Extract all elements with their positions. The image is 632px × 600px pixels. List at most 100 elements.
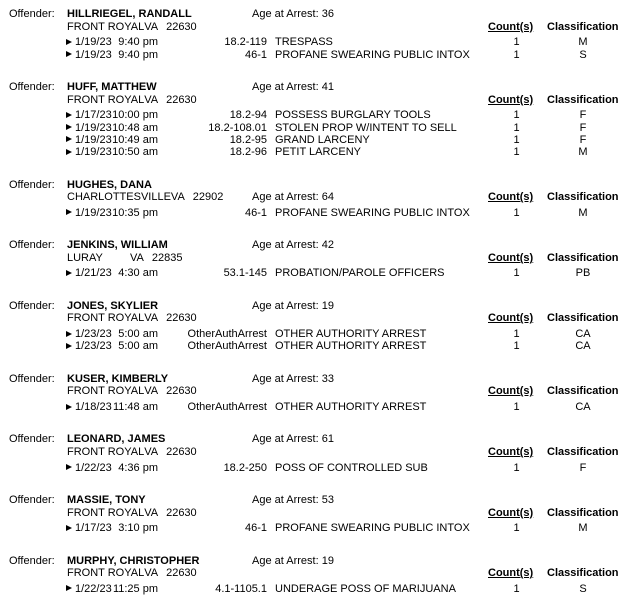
offender-name: HUFF, MATTHEW [67, 80, 157, 93]
offender-address: FRONT ROYALVA 22630 [67, 385, 197, 397]
classification-column-header: Classification [547, 20, 619, 33]
arrest-record-row: 1/19/23 10:50 am 18.2-96 PETIT LARCENY 1… [0, 146, 632, 158]
record-arrest-time: 9:40 pm [118, 36, 158, 49]
record-count: 1 [513, 133, 520, 146]
record-arrest-time: 4:36 pm [118, 461, 158, 474]
counts-column-header: Count(s) [488, 20, 534, 33]
record-offense-description: PROFANE SWEARING PUBLIC INTOX [275, 206, 470, 219]
arrest-record-row: 1/23/23 5:00 am OtherAuthArrest OTHER AU… [0, 328, 632, 340]
offender-address: FRONT ROYALVA 22630 [67, 21, 197, 33]
offender-zip: 22630 [166, 567, 197, 580]
record-marker-icon [66, 585, 72, 592]
record-offense-description: POSS OF CONTROLLED SUB [275, 461, 428, 474]
record-count: 1 [513, 401, 520, 414]
record-count: 1 [513, 267, 520, 280]
record-statute-code: 53.1-145 [223, 267, 267, 280]
record-statute-code: 18.2-250 [223, 461, 267, 474]
record-classification: F [579, 109, 587, 122]
offender-city: CHARLOTTESVILLE [67, 191, 171, 204]
record-arrest-time: 10:00 pm [112, 109, 158, 122]
record-classification: F [579, 461, 587, 474]
record-arrest-time: 3:10 pm [118, 522, 158, 535]
offender-block: Offender: JONES, SKYLIER Age at Arrest: … [0, 300, 632, 353]
offender-zip: 22630 [166, 312, 197, 325]
offender-address: LURAY VA 22835 [67, 252, 182, 264]
offender-label: Offender: [9, 299, 55, 312]
record-arrest-time: 10:50 am [112, 146, 158, 159]
offender-block: Offender: KUSER, KIMBERLY Age at Arrest:… [0, 373, 632, 414]
offender-state: VA [144, 385, 159, 398]
arrest-records: 1/19/23 9:40 pm 18.2-119 TRESPASS 1 M 1/… [0, 36, 632, 61]
record-arrest-time: 11:25 pm [112, 582, 158, 595]
record-count: 1 [513, 206, 520, 219]
offender-label: Offender: [9, 554, 55, 567]
record-marker-icon [66, 269, 72, 276]
offender-name-line: Offender: MASSIE, TONY Age at Arrest: 53 [0, 494, 632, 507]
record-marker-icon [66, 524, 72, 531]
record-count: 1 [513, 582, 520, 595]
record-classification: S [579, 582, 587, 595]
offender-address-line: FRONT ROYALVA 22630 Count(s) Classificati… [0, 567, 632, 580]
offender-name-line: Offender: HILLRIEGEL, RANDALL Age at Arr… [0, 8, 632, 21]
record-count: 1 [513, 48, 520, 61]
age-at-arrest: Age at Arrest: 42 [252, 239, 334, 252]
record-arrest-time: 9:40 pm [118, 48, 158, 61]
record-arrest-date: 1/19/23 [75, 133, 112, 146]
counts-column-header: Count(s) [488, 506, 534, 519]
offender-zip: 22835 [151, 251, 183, 264]
offender-name-line: Offender: HUFF, MATTHEW Age at Arrest: 4… [0, 81, 632, 94]
record-offense-description: PROFANE SWEARING PUBLIC INTOX [275, 48, 470, 61]
record-arrest-time: 5:00 am [118, 328, 158, 341]
offender-city: FRONT ROYAL [67, 385, 145, 398]
record-marker-icon [66, 403, 72, 410]
offender-name-line: Offender: LEONARD, JAMES Age at Arrest: … [0, 433, 632, 446]
offender-name: LEONARD, JAMES [67, 433, 166, 446]
offender-city: FRONT ROYAL [67, 20, 145, 33]
record-marker-icon [66, 330, 72, 337]
offender-label: Offender: [9, 80, 55, 93]
record-count: 1 [513, 36, 520, 49]
arrest-record-row: 1/22/23 11:25 pm 4.1-1105.1 UNDERAGE POS… [0, 583, 632, 595]
record-classification: M [578, 36, 588, 49]
age-at-arrest: Age at Arrest: 33 [252, 372, 334, 385]
offender-label: Offender: [9, 178, 55, 191]
record-marker-icon [66, 136, 72, 143]
record-statute-code: OtherAuthArrest [187, 340, 267, 353]
offender-city: FRONT ROYAL [67, 446, 145, 459]
offender-city: FRONT ROYAL [67, 567, 145, 580]
offender-label: Offender: [9, 239, 55, 252]
record-arrest-date: 1/22/23 [75, 582, 112, 595]
record-arrest-time: 4:30 am [118, 267, 158, 280]
classification-column-header: Classification [547, 506, 619, 519]
arrest-record-row: 1/19/23 9:40 pm 18.2-119 TRESPASS 1 M [0, 36, 632, 48]
offender-address-line: FRONT ROYALVA 22630 Count(s) Classificati… [0, 94, 632, 107]
offender-state: VA [144, 312, 159, 325]
arrest-records: 1/22/23 4:36 pm 18.2-250 POSS OF CONTROL… [0, 462, 632, 474]
counts-column-header: Count(s) [488, 93, 534, 106]
arrest-record-row: 1/22/23 4:36 pm 18.2-250 POSS OF CONTROL… [0, 462, 632, 474]
offender-name: MASSIE, TONY [67, 494, 146, 506]
counts-column-header: Count(s) [488, 446, 534, 459]
offender-name-line: Offender: JENKINS, WILLIAM Age at Arrest… [0, 239, 632, 252]
record-arrest-date: 1/19/23 [75, 146, 112, 159]
offender-block: Offender: HUFF, MATTHEW Age at Arrest: 4… [0, 81, 632, 159]
classification-column-header: Classification [547, 567, 619, 580]
offender-address-line: FRONT ROYALVA 22630 Count(s) Classificati… [0, 507, 632, 520]
record-arrest-date: 1/22/23 [75, 461, 112, 474]
offender-name: HUGHES, DANA [67, 178, 152, 191]
offender-state: VA [144, 446, 159, 459]
counts-column-header: Count(s) [488, 567, 534, 580]
record-arrest-date: 1/19/23 [75, 36, 112, 49]
arrest-record-row: 1/19/23 9:40 pm 46-1 PROFANE SWEARING PU… [0, 49, 632, 61]
record-arrest-date: 1/19/23 [75, 121, 112, 134]
offender-name-line: Offender: HUGHES, DANA [0, 179, 632, 192]
classification-column-header: Classification [547, 191, 619, 204]
record-marker-icon [66, 111, 72, 118]
record-statute-code: 46-1 [244, 206, 267, 219]
record-arrest-time: 10:48 am [112, 121, 158, 134]
record-arrest-date: 1/23/23 [75, 340, 112, 353]
offender-block: Offender: HILLRIEGEL, RANDALL Age at Arr… [0, 8, 632, 61]
offender-block: Offender: LEONARD, JAMES Age at Arrest: … [0, 433, 632, 474]
classification-column-header: Classification [547, 446, 619, 459]
